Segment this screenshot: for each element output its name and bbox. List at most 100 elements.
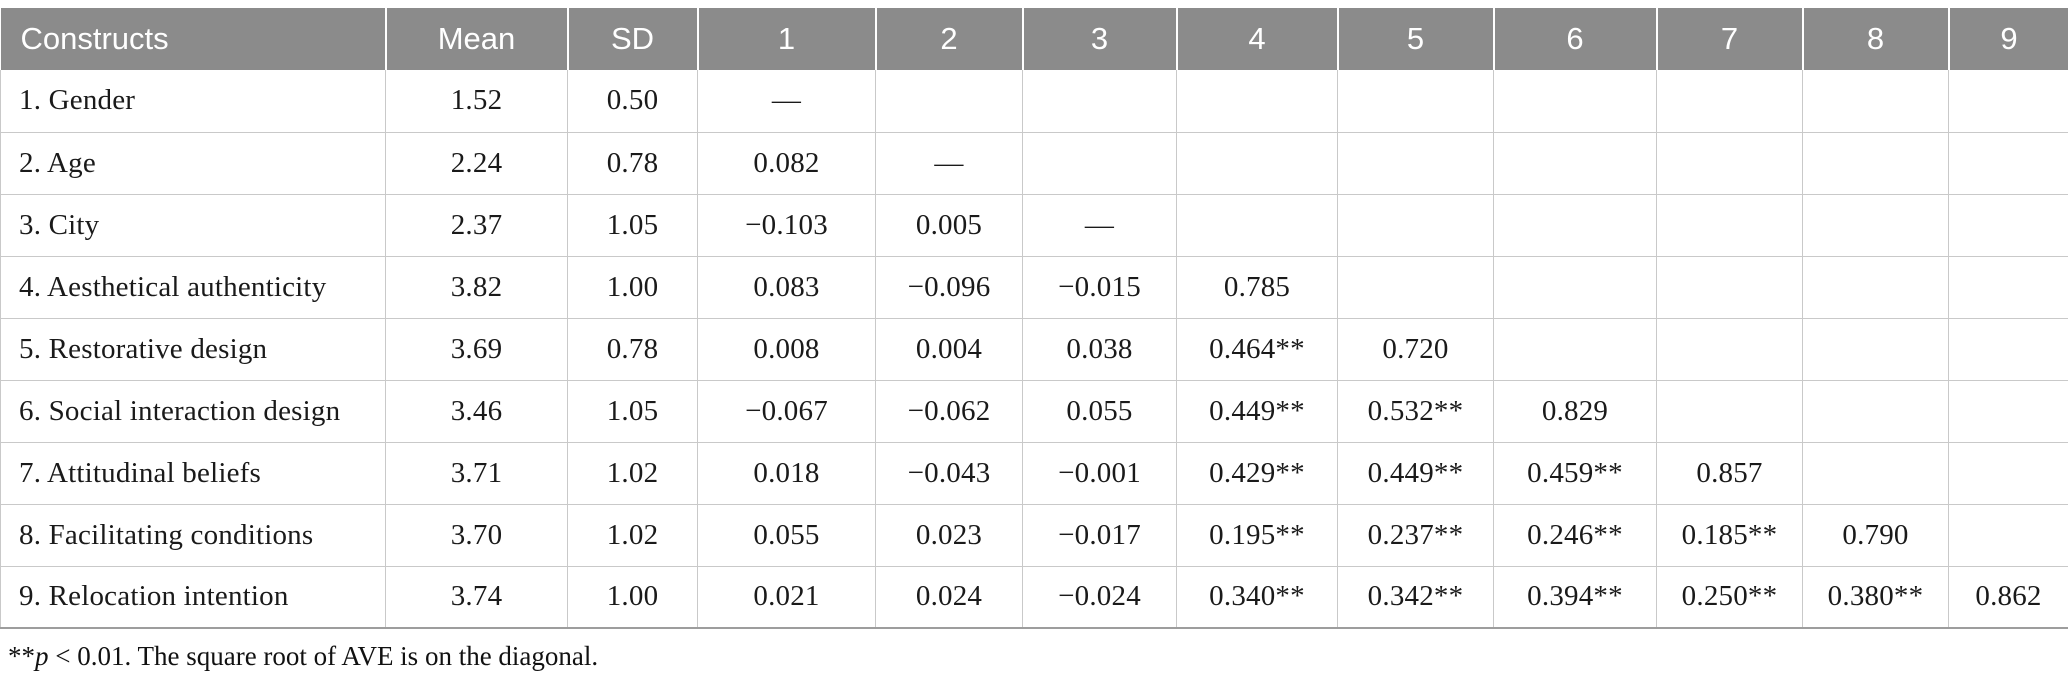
- value-cell: 1.02: [567, 441, 698, 505]
- value-cell: [1493, 70, 1657, 133]
- table-body: 1. Gender 1.52 0.50—2. Age 2.24 0.78 0.082—3.…: [0, 70, 2068, 629]
- value-cell: −0.017: [1022, 503, 1177, 567]
- value-cell: [1802, 255, 1949, 319]
- value-cell: 0.78: [567, 131, 698, 195]
- value-cell: [1948, 317, 2068, 381]
- value-cell: 0.005: [875, 193, 1023, 257]
- value-cell: 0.195**: [1176, 503, 1338, 567]
- value-cell: −0.015: [1022, 255, 1177, 319]
- table-row: 9. Relocation intention 3.74 1.00 0.021 0.02…: [0, 565, 2068, 629]
- footnote-text: < 0.01. The square root of AVE is on the…: [48, 641, 599, 671]
- value-cell: 1.02: [567, 503, 698, 567]
- table-row: 3. City 2.37 1.05 −0.103 0.005—: [0, 193, 2068, 257]
- value-cell: 3.82: [385, 255, 568, 319]
- value-cell: 0.340**: [1176, 565, 1338, 629]
- construct-name-cell: 2. Age: [0, 131, 386, 195]
- value-cell: 0.018: [697, 441, 876, 505]
- value-cell: 0.342**: [1337, 565, 1494, 629]
- value-cell: —: [875, 131, 1023, 195]
- value-cell: 0.237**: [1337, 503, 1494, 567]
- construct-name-cell: 9. Relocation intention: [0, 565, 386, 629]
- value-cell: 0.024: [875, 565, 1023, 629]
- footnote-significance-marker: **: [8, 641, 35, 671]
- value-cell: [1337, 255, 1494, 319]
- value-cell: 0.023: [875, 503, 1023, 567]
- value-cell: 0.449**: [1337, 441, 1494, 505]
- value-cell: [1337, 193, 1494, 257]
- header-cell: 2: [874, 8, 1023, 70]
- value-cell: 0.50: [567, 70, 698, 133]
- table-row: 6. Social interaction design 3.46 1.05 −0.0…: [0, 379, 2068, 443]
- value-cell: 0.785: [1176, 255, 1338, 319]
- value-cell: 1.52: [385, 70, 568, 133]
- value-cell: −0.062: [875, 379, 1023, 443]
- header-cell: 1: [696, 8, 876, 70]
- value-cell: 0.829: [1493, 379, 1657, 443]
- value-cell: [1493, 255, 1657, 319]
- header-cell: SD: [566, 8, 698, 70]
- value-cell: 0.78: [567, 317, 698, 381]
- value-cell: −0.067: [697, 379, 876, 443]
- construct-name-cell: 3. City: [0, 193, 386, 257]
- value-cell: 0.021: [697, 565, 876, 629]
- value-cell: 1.00: [567, 565, 698, 629]
- value-cell: —: [697, 70, 876, 133]
- table-header: Constructs Mean SD 1 2 3 4 5 6 7 8 9: [0, 8, 2068, 70]
- value-cell: 3.69: [385, 317, 568, 381]
- value-cell: —: [1022, 193, 1177, 257]
- value-cell: [1176, 70, 1338, 133]
- value-cell: [1656, 379, 1803, 443]
- value-cell: 3.70: [385, 503, 568, 567]
- header-cell: 6: [1492, 8, 1657, 70]
- value-cell: [1802, 131, 1949, 195]
- header-cell: 5: [1336, 8, 1494, 70]
- value-cell: [1656, 131, 1803, 195]
- header-cell: 9: [1947, 8, 2068, 70]
- table-row: 4. Aesthetical authenticity 3.82 1.00 0.083…: [0, 255, 2068, 319]
- value-cell: −0.024: [1022, 565, 1177, 629]
- header-cell: Mean: [384, 8, 568, 70]
- value-cell: [1948, 131, 2068, 195]
- value-cell: 0.862: [1948, 565, 2068, 629]
- value-cell: 0.464**: [1176, 317, 1338, 381]
- footnote-p-symbol: p: [35, 641, 49, 671]
- value-cell: 3.71: [385, 441, 568, 505]
- value-cell: [1022, 70, 1177, 133]
- table-row: 2. Age 2.24 0.78 0.082—: [0, 131, 2068, 195]
- value-cell: [1493, 131, 1657, 195]
- value-cell: 0.055: [697, 503, 876, 567]
- construct-name-cell: 1. Gender: [0, 70, 386, 133]
- value-cell: 0.246**: [1493, 503, 1657, 567]
- value-cell: [1802, 193, 1949, 257]
- value-cell: 0.250**: [1656, 565, 1803, 629]
- value-cell: −0.043: [875, 441, 1023, 505]
- value-cell: 0.720: [1337, 317, 1494, 381]
- construct-name-cell: 7. Attitudinal beliefs: [0, 441, 386, 505]
- value-cell: [875, 70, 1023, 133]
- value-cell: 0.449**: [1176, 379, 1338, 443]
- header-row: Constructs Mean SD 1 2 3 4 5 6 7 8 9: [0, 8, 2068, 70]
- value-cell: [1176, 131, 1338, 195]
- header-cell-constructs: Constructs: [0, 8, 386, 70]
- value-cell: [1948, 70, 2068, 133]
- value-cell: [1656, 317, 1803, 381]
- value-cell: −0.001: [1022, 441, 1177, 505]
- value-cell: 0.459**: [1493, 441, 1657, 505]
- value-cell: 0.004: [875, 317, 1023, 381]
- value-cell: −0.103: [697, 193, 876, 257]
- value-cell: 1.05: [567, 193, 698, 257]
- value-cell: [1948, 193, 2068, 257]
- value-cell: 0.082: [697, 131, 876, 195]
- table-row: 5. Restorative design 3.69 0.78 0.008 0.004 0…: [0, 317, 2068, 381]
- value-cell: [1948, 441, 2068, 505]
- value-cell: [1022, 131, 1177, 195]
- value-cell: [1802, 70, 1949, 133]
- value-cell: 0.790: [1802, 503, 1949, 567]
- value-cell: [1176, 193, 1338, 257]
- value-cell: [1493, 193, 1657, 257]
- value-cell: [1493, 317, 1657, 381]
- value-cell: 0.532**: [1337, 379, 1494, 443]
- value-cell: [1802, 317, 1949, 381]
- value-cell: [1802, 379, 1949, 443]
